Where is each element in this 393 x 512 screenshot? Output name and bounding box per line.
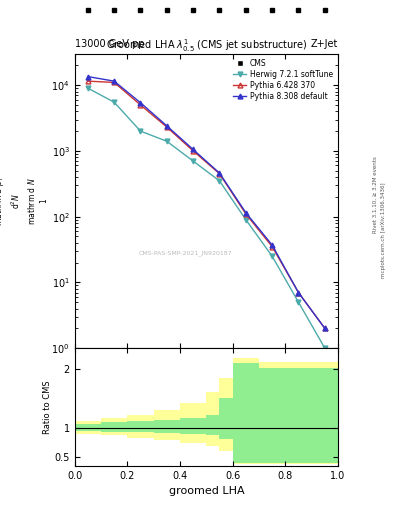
- Pythia 6.428 370: [296, 289, 301, 295]
- Text: Rivet 3.1.10, ≥ 3.2M events: Rivet 3.1.10, ≥ 3.2M events: [373, 156, 378, 233]
- Pythia 8.308 default: [138, 100, 143, 106]
- Line: Pythia 8.308 default: Pythia 8.308 default: [85, 74, 327, 331]
- Herwig 7.2.1 softTune: [86, 85, 90, 91]
- Text: mcplots.cern.ch [arXiv:1306.3436]: mcplots.cern.ch [arXiv:1306.3436]: [381, 183, 386, 278]
- Text: 13000 GeV pp: 13000 GeV pp: [75, 38, 144, 49]
- Pythia 6.428 370: [164, 124, 169, 130]
- Herwig 7.2.1 softTune: [243, 217, 248, 223]
- Herwig 7.2.1 softTune: [164, 138, 169, 144]
- Pythia 8.308 default: [270, 242, 274, 248]
- Pythia 6.428 370: [322, 325, 327, 331]
- Pythia 6.428 370: [86, 78, 90, 84]
- Herwig 7.2.1 softTune: [270, 253, 274, 259]
- Pythia 8.308 default: [86, 74, 90, 80]
- Y-axis label: mathrm d $\lambda$
mathrm d $p_T$
$\mathrm{d}^2 N$
mathrm d $N$
1: mathrm d $\lambda$ mathrm d $p_T$ $\math…: [0, 176, 49, 226]
- Legend: CMS, Herwig 7.2.1 softTune, Pythia 6.428 370, Pythia 8.308 default: CMS, Herwig 7.2.1 softTune, Pythia 6.428…: [231, 57, 334, 102]
- Pythia 6.428 370: [191, 148, 196, 154]
- Herwig 7.2.1 softTune: [112, 99, 116, 105]
- Pythia 8.308 default: [296, 289, 301, 295]
- X-axis label: groomed LHA: groomed LHA: [169, 486, 244, 496]
- Pythia 8.308 default: [164, 123, 169, 129]
- Pythia 6.428 370: [243, 211, 248, 217]
- Pythia 8.308 default: [322, 325, 327, 331]
- Pythia 6.428 370: [270, 244, 274, 250]
- Pythia 8.308 default: [112, 78, 116, 84]
- Herwig 7.2.1 softTune: [138, 128, 143, 134]
- Title: Groomed LHA $\lambda^{1}_{0.5}$ (CMS jet substructure): Groomed LHA $\lambda^{1}_{0.5}$ (CMS jet…: [106, 37, 307, 54]
- Herwig 7.2.1 softTune: [191, 158, 196, 164]
- Herwig 7.2.1 softTune: [296, 299, 301, 305]
- Pythia 6.428 370: [217, 170, 222, 177]
- Pythia 8.308 default: [217, 170, 222, 176]
- Line: Pythia 6.428 370: Pythia 6.428 370: [85, 79, 327, 331]
- Pythia 8.308 default: [191, 146, 196, 153]
- Pythia 6.428 370: [138, 102, 143, 108]
- Herwig 7.2.1 softTune: [322, 345, 327, 351]
- Text: CMS-PAS-SMP-2021_JN920187: CMS-PAS-SMP-2021_JN920187: [138, 250, 232, 255]
- Pythia 8.308 default: [243, 209, 248, 216]
- Line: Herwig 7.2.1 softTune: Herwig 7.2.1 softTune: [85, 86, 327, 351]
- Pythia 6.428 370: [112, 79, 116, 86]
- Y-axis label: Ratio to CMS: Ratio to CMS: [43, 380, 51, 434]
- Text: Z+Jet: Z+Jet: [310, 38, 338, 49]
- Herwig 7.2.1 softTune: [217, 178, 222, 184]
